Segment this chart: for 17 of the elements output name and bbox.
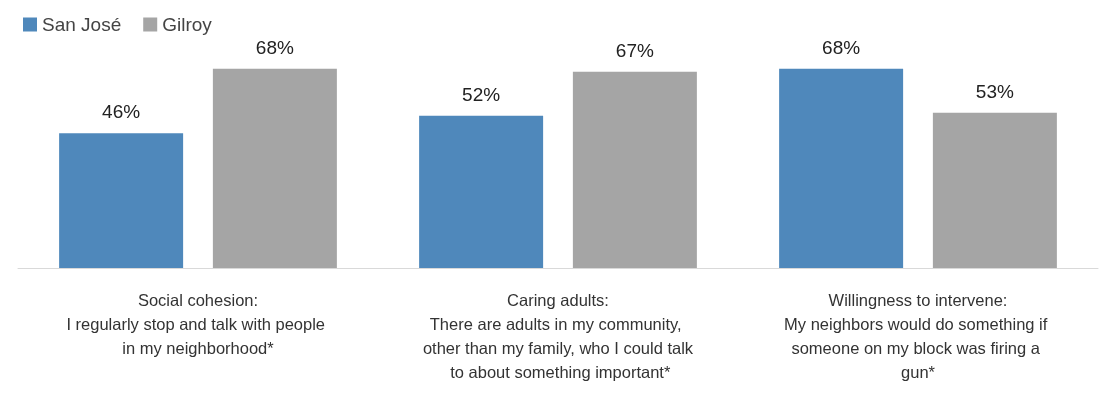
legend-label: San José xyxy=(42,14,122,35)
bar xyxy=(212,68,337,268)
data-label: 46% xyxy=(102,101,141,123)
x-tick-label: Social cohesion: I regularly stop and talk with people in my neighborhood* xyxy=(66,291,330,357)
x-tick-label: Willingness to intervene: My neighbors would do something if someone on my block was firing a gun* xyxy=(784,291,1052,381)
bar xyxy=(59,133,184,268)
data-label: 53% xyxy=(975,80,1014,102)
data-label: 68% xyxy=(255,36,294,58)
x-tick-label: Caring adults: There are adults in my community, other than my family, who I could talk to about something important* xyxy=(422,291,694,381)
bar xyxy=(779,68,904,268)
bar xyxy=(932,112,1057,268)
data-label: 68% xyxy=(822,36,861,58)
legend-label: Gilroy xyxy=(162,14,213,35)
data-label: 67% xyxy=(615,39,654,61)
bar xyxy=(572,71,697,268)
data-label: 52% xyxy=(462,83,501,105)
bar xyxy=(419,115,544,268)
